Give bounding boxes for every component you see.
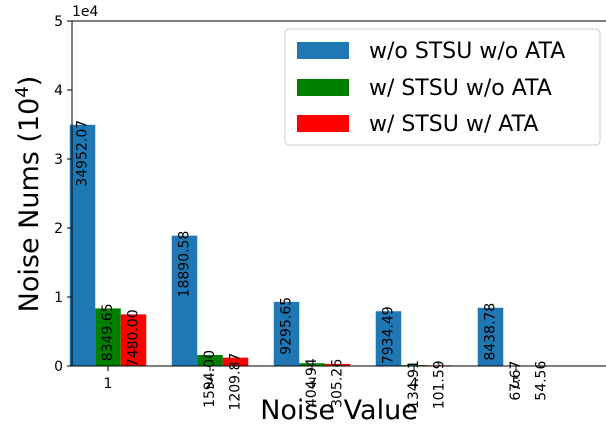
data-label-s1-cat-5: 8438.78: [483, 303, 499, 361]
bar-s1-cat-5: [477, 307, 504, 366]
legend-swatch-series-3: [297, 115, 349, 132]
data-label-s1-cat-3: 9295.65: [279, 297, 295, 355]
bar-s1-cat-3: [273, 301, 300, 366]
y-tick-label: 1: [54, 290, 63, 306]
data-label-s2-cat-5: 67.67: [508, 361, 524, 401]
y-tick-label: 0: [54, 359, 63, 375]
data-label-s2-cat-4: 134.91: [406, 360, 422, 409]
y-axis: 0 1 2 3 4 5: [54, 14, 72, 375]
plot-area-frame: [71, 20, 606, 367]
legend-swatch-series-1: [297, 42, 349, 59]
legend-label-series-3: w/ STSU w/ ATA: [369, 112, 538, 137]
data-label-s2-cat-3: 404.94: [304, 358, 320, 407]
data-labels-layer: 34952.07 8349.65 7480.00 18890.58 1594.00 120…: [75, 120, 550, 411]
legend-label-series-1: w/o STSU w/o ATA: [369, 39, 565, 64]
data-label-s3-cat-5: 54.56: [534, 361, 550, 401]
data-label-s3-cat-1: 7480.00: [126, 309, 142, 367]
y-tick-label: 3: [54, 152, 63, 168]
x-tick-label: 2: [206, 376, 215, 392]
data-label-s3-cat-2: 1209.87: [228, 353, 244, 411]
data-label-s1-cat-4: 7934.49: [381, 306, 397, 364]
y-axis-title-superscript: 4: [12, 86, 33, 97]
data-label-s1-cat-2: 18890.58: [177, 231, 193, 298]
bar-s2-cat-1: [95, 308, 121, 366]
y-axis-title: Noise Nums (104): [12, 76, 45, 313]
y-tick-label: 4: [54, 83, 63, 99]
y-axis-title-main: Noise Nums (10: [14, 98, 45, 313]
data-label-s1-cat-1: 34952.07: [75, 120, 91, 187]
bar-s1-cat-4: [375, 311, 402, 366]
bar-s3-cat-2: [222, 357, 249, 366]
x-tick-label: 1: [104, 376, 113, 392]
y-offset-text: 1e4: [72, 4, 99, 20]
bar-s1-cat-1: [69, 124, 96, 366]
data-label-s2-cat-1: 8349.65: [100, 303, 116, 361]
bar-s2-cat-2: [197, 355, 223, 366]
y-tick-label: 5: [54, 14, 63, 30]
bar-s3-cat-3: [324, 363, 351, 366]
data-label-s3-cat-4: 101.59: [432, 360, 448, 409]
legend-label-series-2: w/ STSU w/o ATA: [369, 76, 552, 101]
data-label-s2-cat-2: 1594.00: [202, 350, 218, 408]
x-tick-label: 3: [308, 376, 317, 392]
data-label-s3-cat-3: 305.26: [330, 359, 346, 408]
x-tick-label: 5: [512, 376, 521, 392]
y-tick-label: 2: [54, 221, 63, 237]
x-axis: 1 2 3 4 5: [104, 366, 521, 392]
bar-s3-cat-1: [120, 314, 147, 366]
legend-box: [284, 28, 601, 146]
y-axis-title-end: ): [14, 76, 45, 87]
legend: w/o STSU w/o ATA w/ STSU w/o ATA w/ STSU…: [284, 28, 601, 146]
bars-layer: [69, 124, 555, 366]
bar-s2-cat-3: [299, 363, 325, 366]
x-axis-title: Noise Value: [260, 395, 418, 426]
bar-s1-cat-2: [171, 235, 198, 366]
x-tick-label: 4: [410, 376, 419, 392]
legend-swatch-series-2: [297, 79, 349, 96]
